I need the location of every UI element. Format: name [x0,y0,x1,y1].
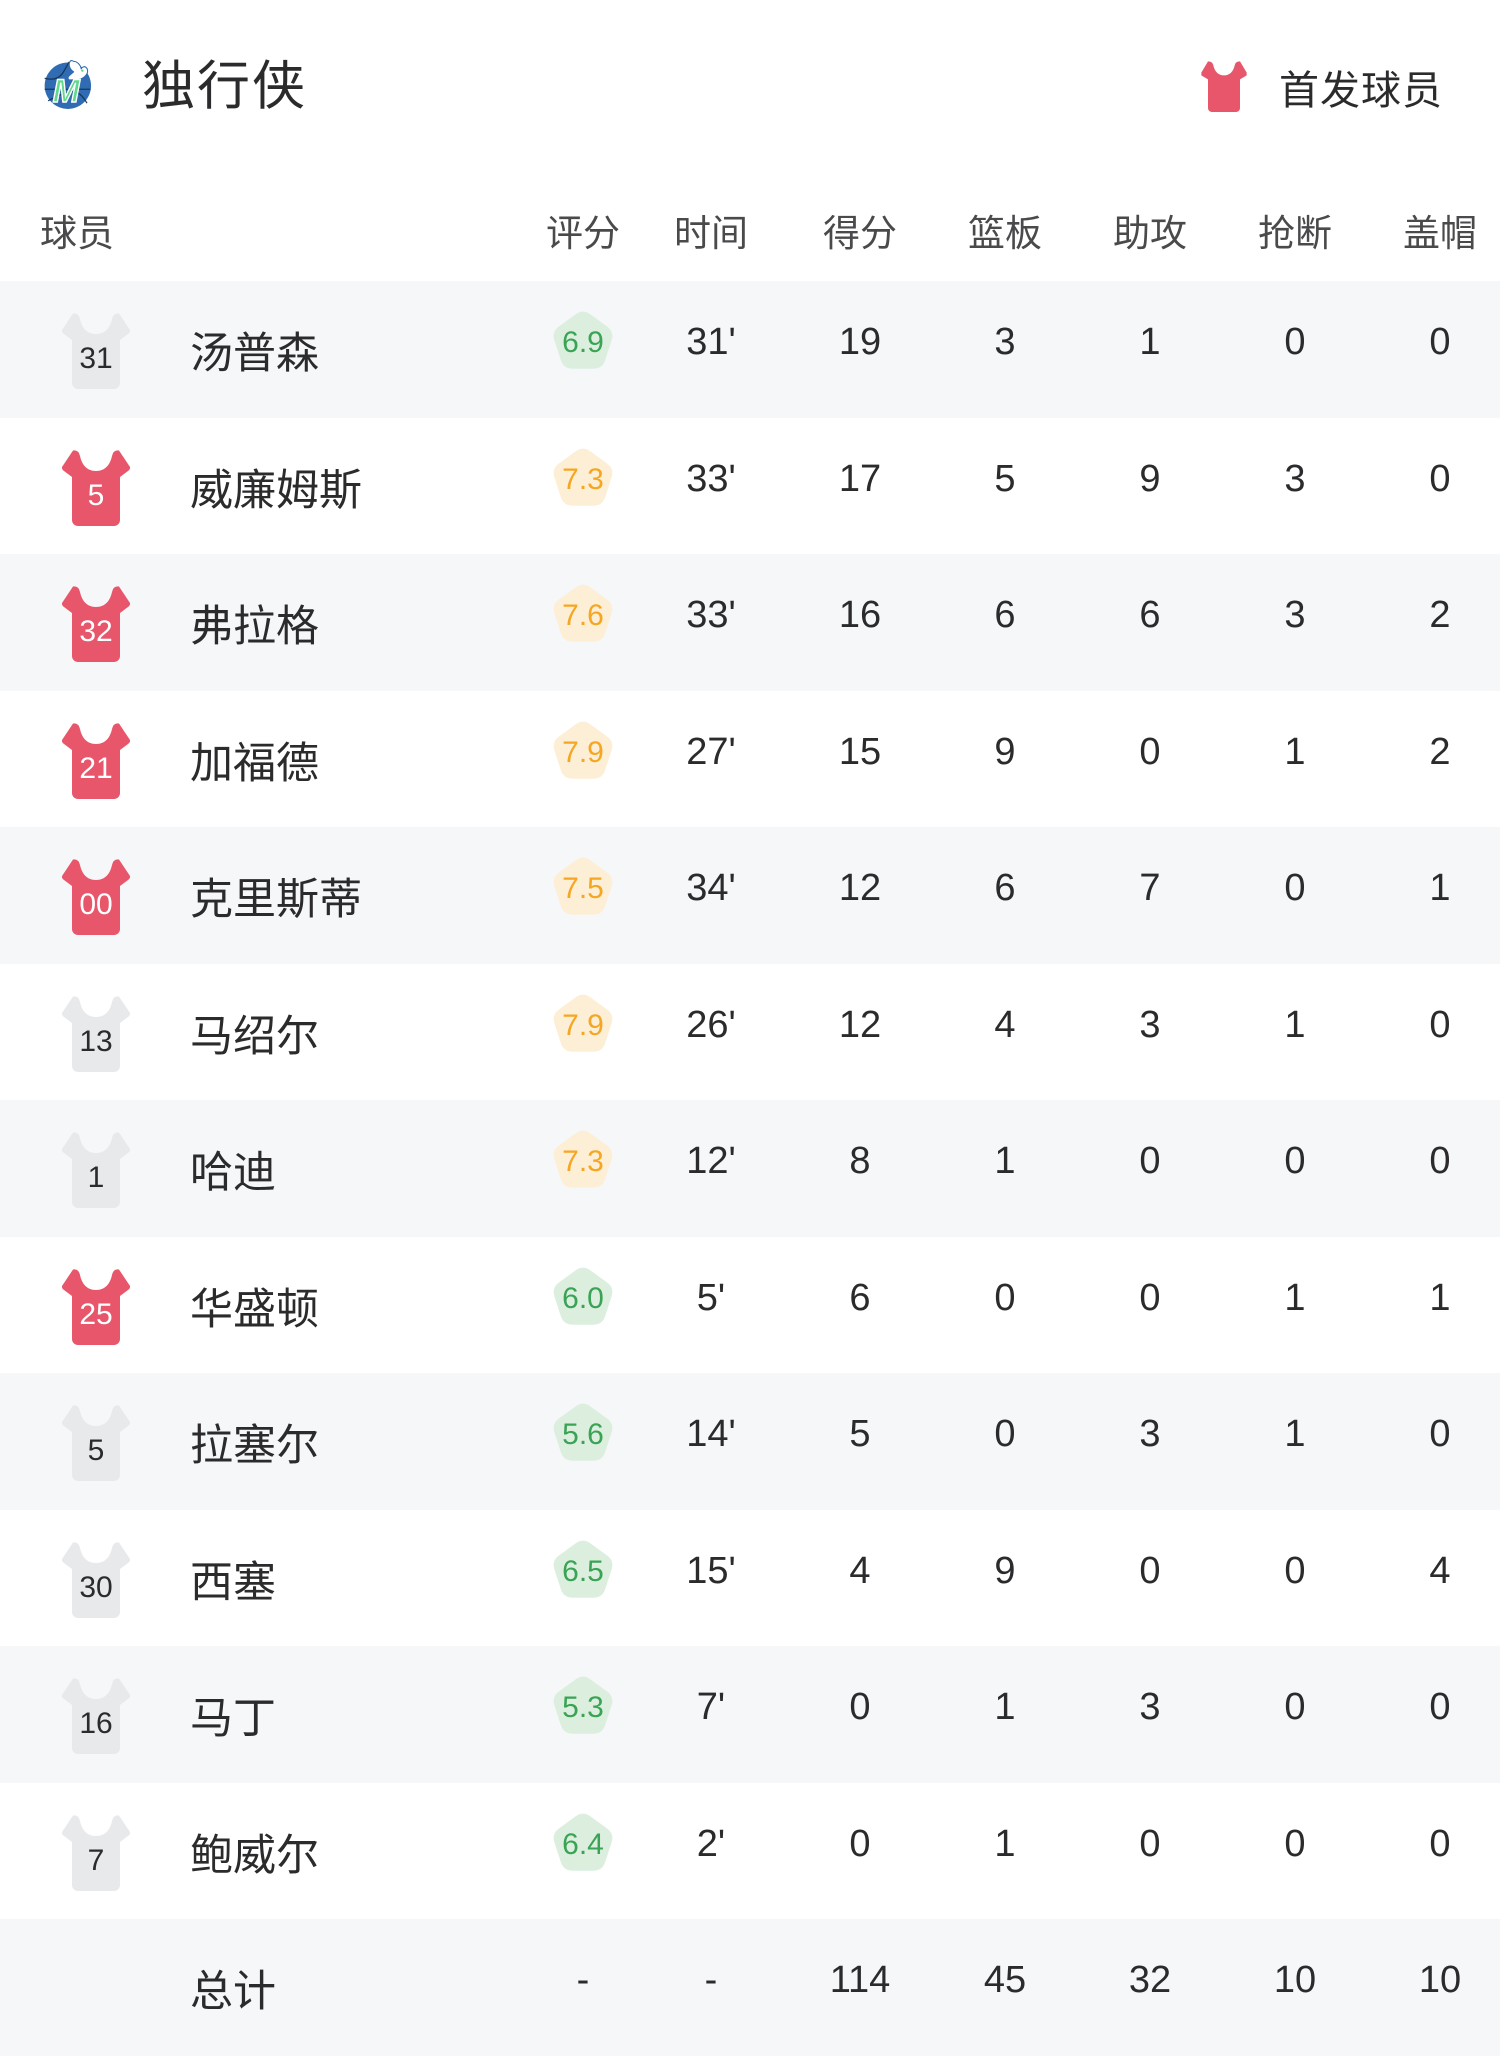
svg-text:5: 5 [88,1434,105,1467]
svg-text:21: 21 [79,752,112,785]
svg-text:5.6: 5.6 [562,1418,604,1451]
svg-text:7: 7 [88,1844,105,1877]
svg-text:5: 5 [88,479,105,512]
svg-text:30: 30 [79,1571,112,1604]
svg-text:7.5: 7.5 [562,872,604,905]
svg-text:32: 32 [79,615,112,648]
svg-text:16: 16 [79,1707,112,1740]
svg-text:M: M [53,73,81,109]
svg-text:31: 31 [79,342,112,375]
svg-text:25: 25 [79,1298,112,1331]
svg-text:13: 13 [79,1025,112,1058]
svg-text:6.0: 6.0 [562,1282,604,1315]
svg-text:6.4: 6.4 [562,1828,604,1861]
svg-text:6.5: 6.5 [562,1555,604,1588]
svg-text:7.9: 7.9 [562,1009,604,1042]
svg-text:6.9: 6.9 [562,326,604,359]
svg-text:7.3: 7.3 [562,463,604,496]
svg-text:00: 00 [79,888,112,921]
svg-text:1: 1 [88,1161,105,1194]
svg-text:7.3: 7.3 [562,1145,604,1178]
svg-text:7.9: 7.9 [562,736,604,769]
svg-text:5.3: 5.3 [562,1691,604,1724]
svg-text:7.6: 7.6 [562,599,604,632]
